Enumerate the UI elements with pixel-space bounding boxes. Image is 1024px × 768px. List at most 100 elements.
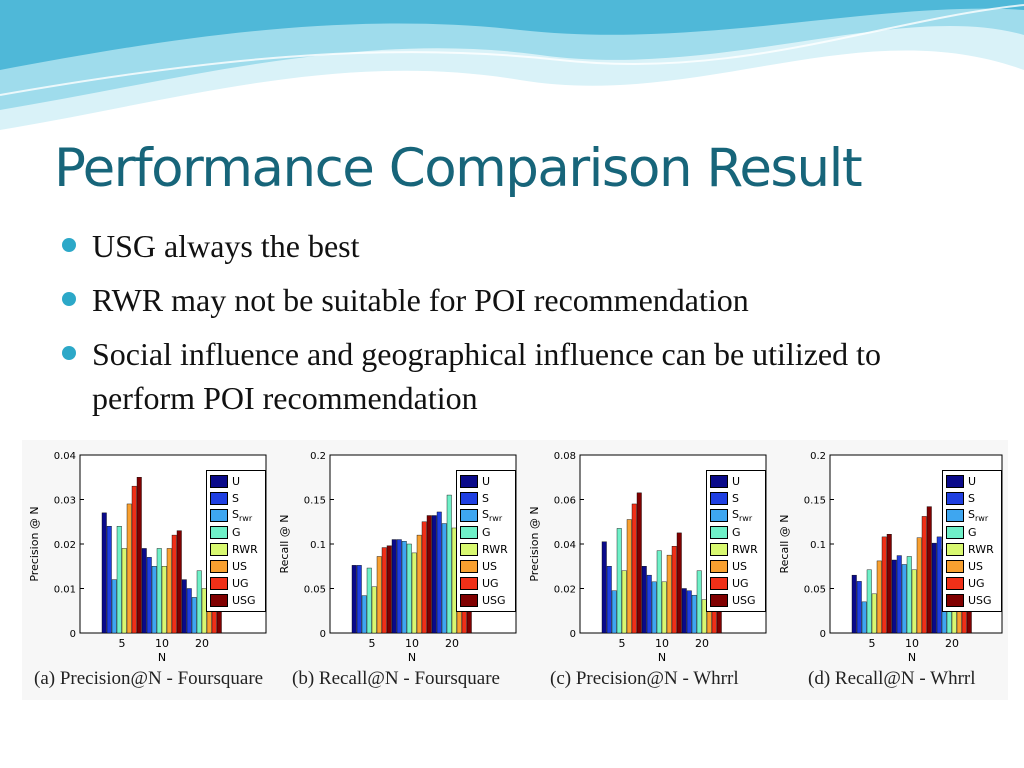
legend-swatch [460, 594, 478, 607]
legend-item: UG [210, 575, 262, 592]
bullet-item: USG always the best [62, 224, 962, 268]
legend-item: UG [460, 575, 512, 592]
legend-item: USG [946, 592, 998, 609]
bar-u-5 [101, 512, 107, 634]
legend-swatch [460, 509, 478, 522]
x-tick-label: 10 [905, 637, 919, 650]
bar-s-5 [356, 565, 362, 634]
legend-swatch [210, 577, 228, 590]
bar-u-5 [351, 565, 357, 634]
legend-swatch [710, 475, 728, 488]
bar-ug-5 [381, 547, 387, 634]
legend-swatch [460, 543, 478, 556]
legend-label: G [732, 526, 741, 539]
legend-swatch [946, 509, 964, 522]
legend-swatch [946, 560, 964, 573]
y-tick-label: 0 [70, 629, 76, 640]
legend-swatch [460, 492, 478, 505]
bar-s-20 [936, 536, 942, 634]
bullet-dot-icon [62, 346, 76, 360]
legend-label: U [232, 475, 241, 488]
bar-s_rwr-20 [691, 594, 697, 634]
x-tick-label: 5 [369, 637, 376, 650]
bar-s_rwr-5 [611, 590, 617, 634]
bar-g-20 [196, 570, 202, 634]
legend-swatch [460, 560, 478, 573]
bar-g-10 [156, 548, 162, 634]
bar-u-10 [641, 566, 647, 634]
bar-usg-5 [886, 534, 892, 634]
legend-swatch [210, 594, 228, 607]
legend-item: G [460, 524, 512, 541]
legend-item: Srwr [210, 507, 262, 524]
legend-label: USG [732, 594, 756, 607]
bullet-text: USG always the best [92, 228, 360, 264]
bar-us-10 [166, 548, 172, 634]
chart-caption-c: (c) Precision@N - Whrrl [550, 668, 739, 689]
bar-us-10 [416, 534, 422, 634]
slide-title: Performance Comparison Result [54, 138, 863, 199]
legend-item: U [946, 473, 998, 490]
y-tick-label: 0.03 [54, 496, 76, 507]
legend-swatch [946, 475, 964, 488]
bar-ug-5 [631, 503, 637, 634]
wave-line [0, 4, 1024, 96]
legend-label: USG [232, 594, 256, 607]
bar-s_rwr-5 [861, 601, 867, 634]
bar-s_rwr-10 [401, 541, 407, 634]
bar-g-5 [866, 569, 872, 634]
legend-swatch [710, 509, 728, 522]
figure-strip: 0 0.01 0.02 0.03 0.04 5 10 20 N Precision @ N (a)… [22, 440, 1008, 700]
bar-g-10 [906, 556, 912, 634]
legend-swatch [210, 560, 228, 573]
legend-item: UG [710, 575, 762, 592]
legend-label: S [232, 492, 239, 505]
bar-usg-10 [176, 530, 182, 634]
bar-u-10 [891, 559, 897, 634]
legend-label: UG [968, 577, 985, 590]
bar-rwr-10 [411, 552, 417, 634]
legend-item: RWR [210, 541, 262, 558]
chart-legend: U S Srwr G RWR US UG USG [706, 470, 766, 612]
bar-usg-10 [676, 532, 682, 634]
y-tick-label: 0.1 [810, 540, 826, 551]
bar-s_rwr-20 [191, 597, 197, 634]
bar-s-5 [606, 566, 612, 634]
legend-label: RWR [232, 543, 258, 556]
y-tick-label: 0.08 [554, 451, 576, 462]
legend-item: US [946, 558, 998, 575]
legend-item: USG [710, 592, 762, 609]
x-tick-label: 5 [119, 637, 126, 650]
legend-label: U [732, 475, 741, 488]
bullet-list: USG always the best RWR may not be suita… [62, 224, 962, 430]
bar-ug-10 [921, 516, 927, 634]
bullet-text: Social influence and geographical influe… [92, 336, 881, 416]
legend-swatch [710, 577, 728, 590]
chart-caption-a: (a) Precision@N - Foursquare [34, 668, 264, 689]
bar-usg-10 [926, 506, 932, 634]
legend-item: Srwr [710, 507, 762, 524]
legend-item: G [210, 524, 262, 541]
bullet-dot-icon [62, 292, 76, 306]
legend-item: S [210, 490, 262, 507]
bar-u-5 [851, 574, 857, 634]
legend-item: UG [946, 575, 998, 592]
bar-u-20 [181, 579, 187, 634]
bar-s_rwr-10 [151, 566, 157, 634]
y-axis-label: Recall @ N [278, 514, 291, 573]
legend-swatch [210, 475, 228, 488]
y-tick-label: 0.15 [804, 496, 826, 507]
legend-item: USG [210, 592, 262, 609]
y-tick-label: 0.15 [304, 496, 326, 507]
legend-label: U [968, 475, 977, 488]
x-tick-label: 10 [155, 637, 169, 650]
bar-usg-5 [136, 477, 142, 634]
bar-g-10 [406, 543, 412, 634]
legend-swatch [710, 560, 728, 573]
legend-label: G [482, 526, 491, 539]
legend-label: US [732, 560, 748, 573]
bar-usg-10 [426, 515, 432, 634]
y-axis-label: Precision @ N [28, 506, 41, 581]
x-axis-label: N [908, 651, 916, 664]
legend-label: Srwr [482, 507, 503, 524]
